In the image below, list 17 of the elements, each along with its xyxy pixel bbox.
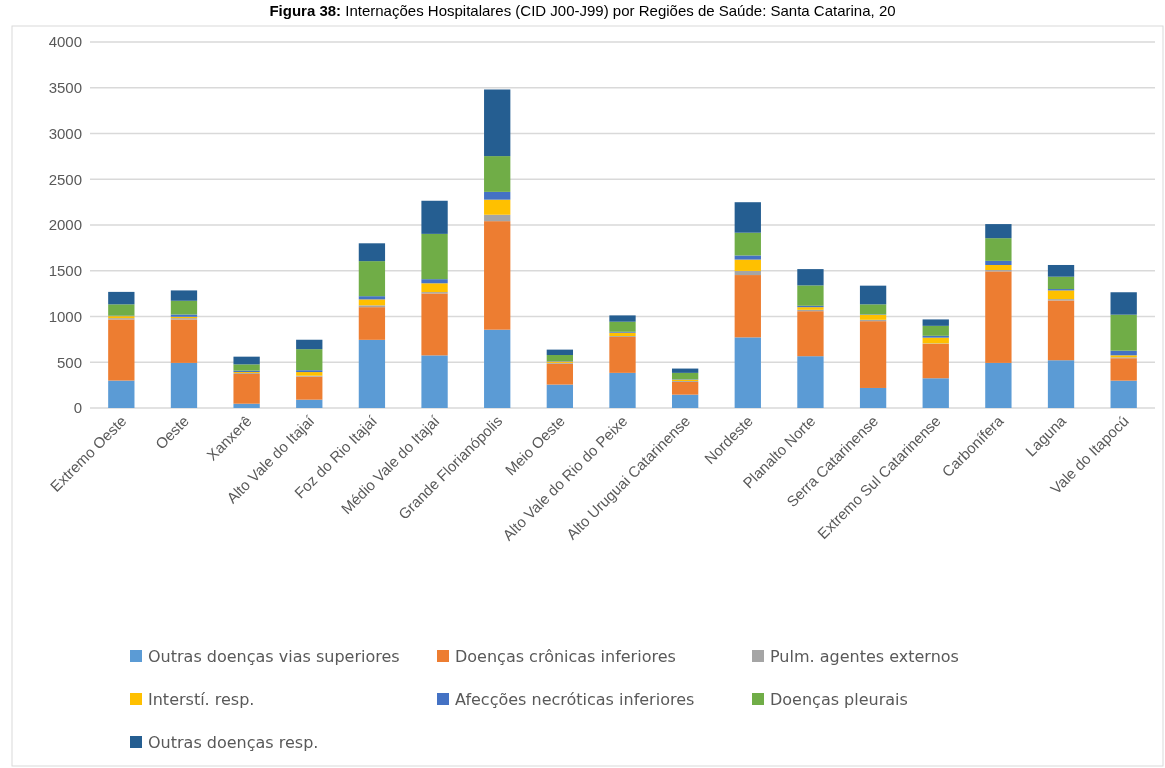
y-tick-label: 4000 [48, 33, 82, 51]
chart-title: Figura 38: Internações Hospitalares (CID J00-J99) por Regiões de Saúde: Santa Catarina, 20 [269, 2, 896, 19]
y-tick-label: 1000 [48, 307, 82, 325]
legend-label: Doenças pleurais [770, 689, 908, 709]
legend-label: Afecções necróticas inferiores [455, 689, 695, 709]
legend-label: Doenças crônicas inferiores [455, 646, 676, 666]
y-tick-label: 500 [56, 353, 82, 371]
legend-label: Pulm. agentes externos [770, 646, 959, 666]
y-tick-label: 3500 [48, 79, 82, 96]
y-tick-label: 2000 [48, 216, 82, 234]
legend-label: Outras doenças resp. [148, 732, 319, 752]
legend-label: Outras doenças vias superiores [148, 646, 400, 666]
y-tick-label: 2500 [48, 170, 82, 188]
y-tick-label: 0 [73, 399, 82, 417]
y-tick-label: 3000 [48, 124, 82, 142]
y-tick-label: 1500 [48, 262, 82, 279]
legend-label: Interstí. resp. [148, 689, 255, 709]
